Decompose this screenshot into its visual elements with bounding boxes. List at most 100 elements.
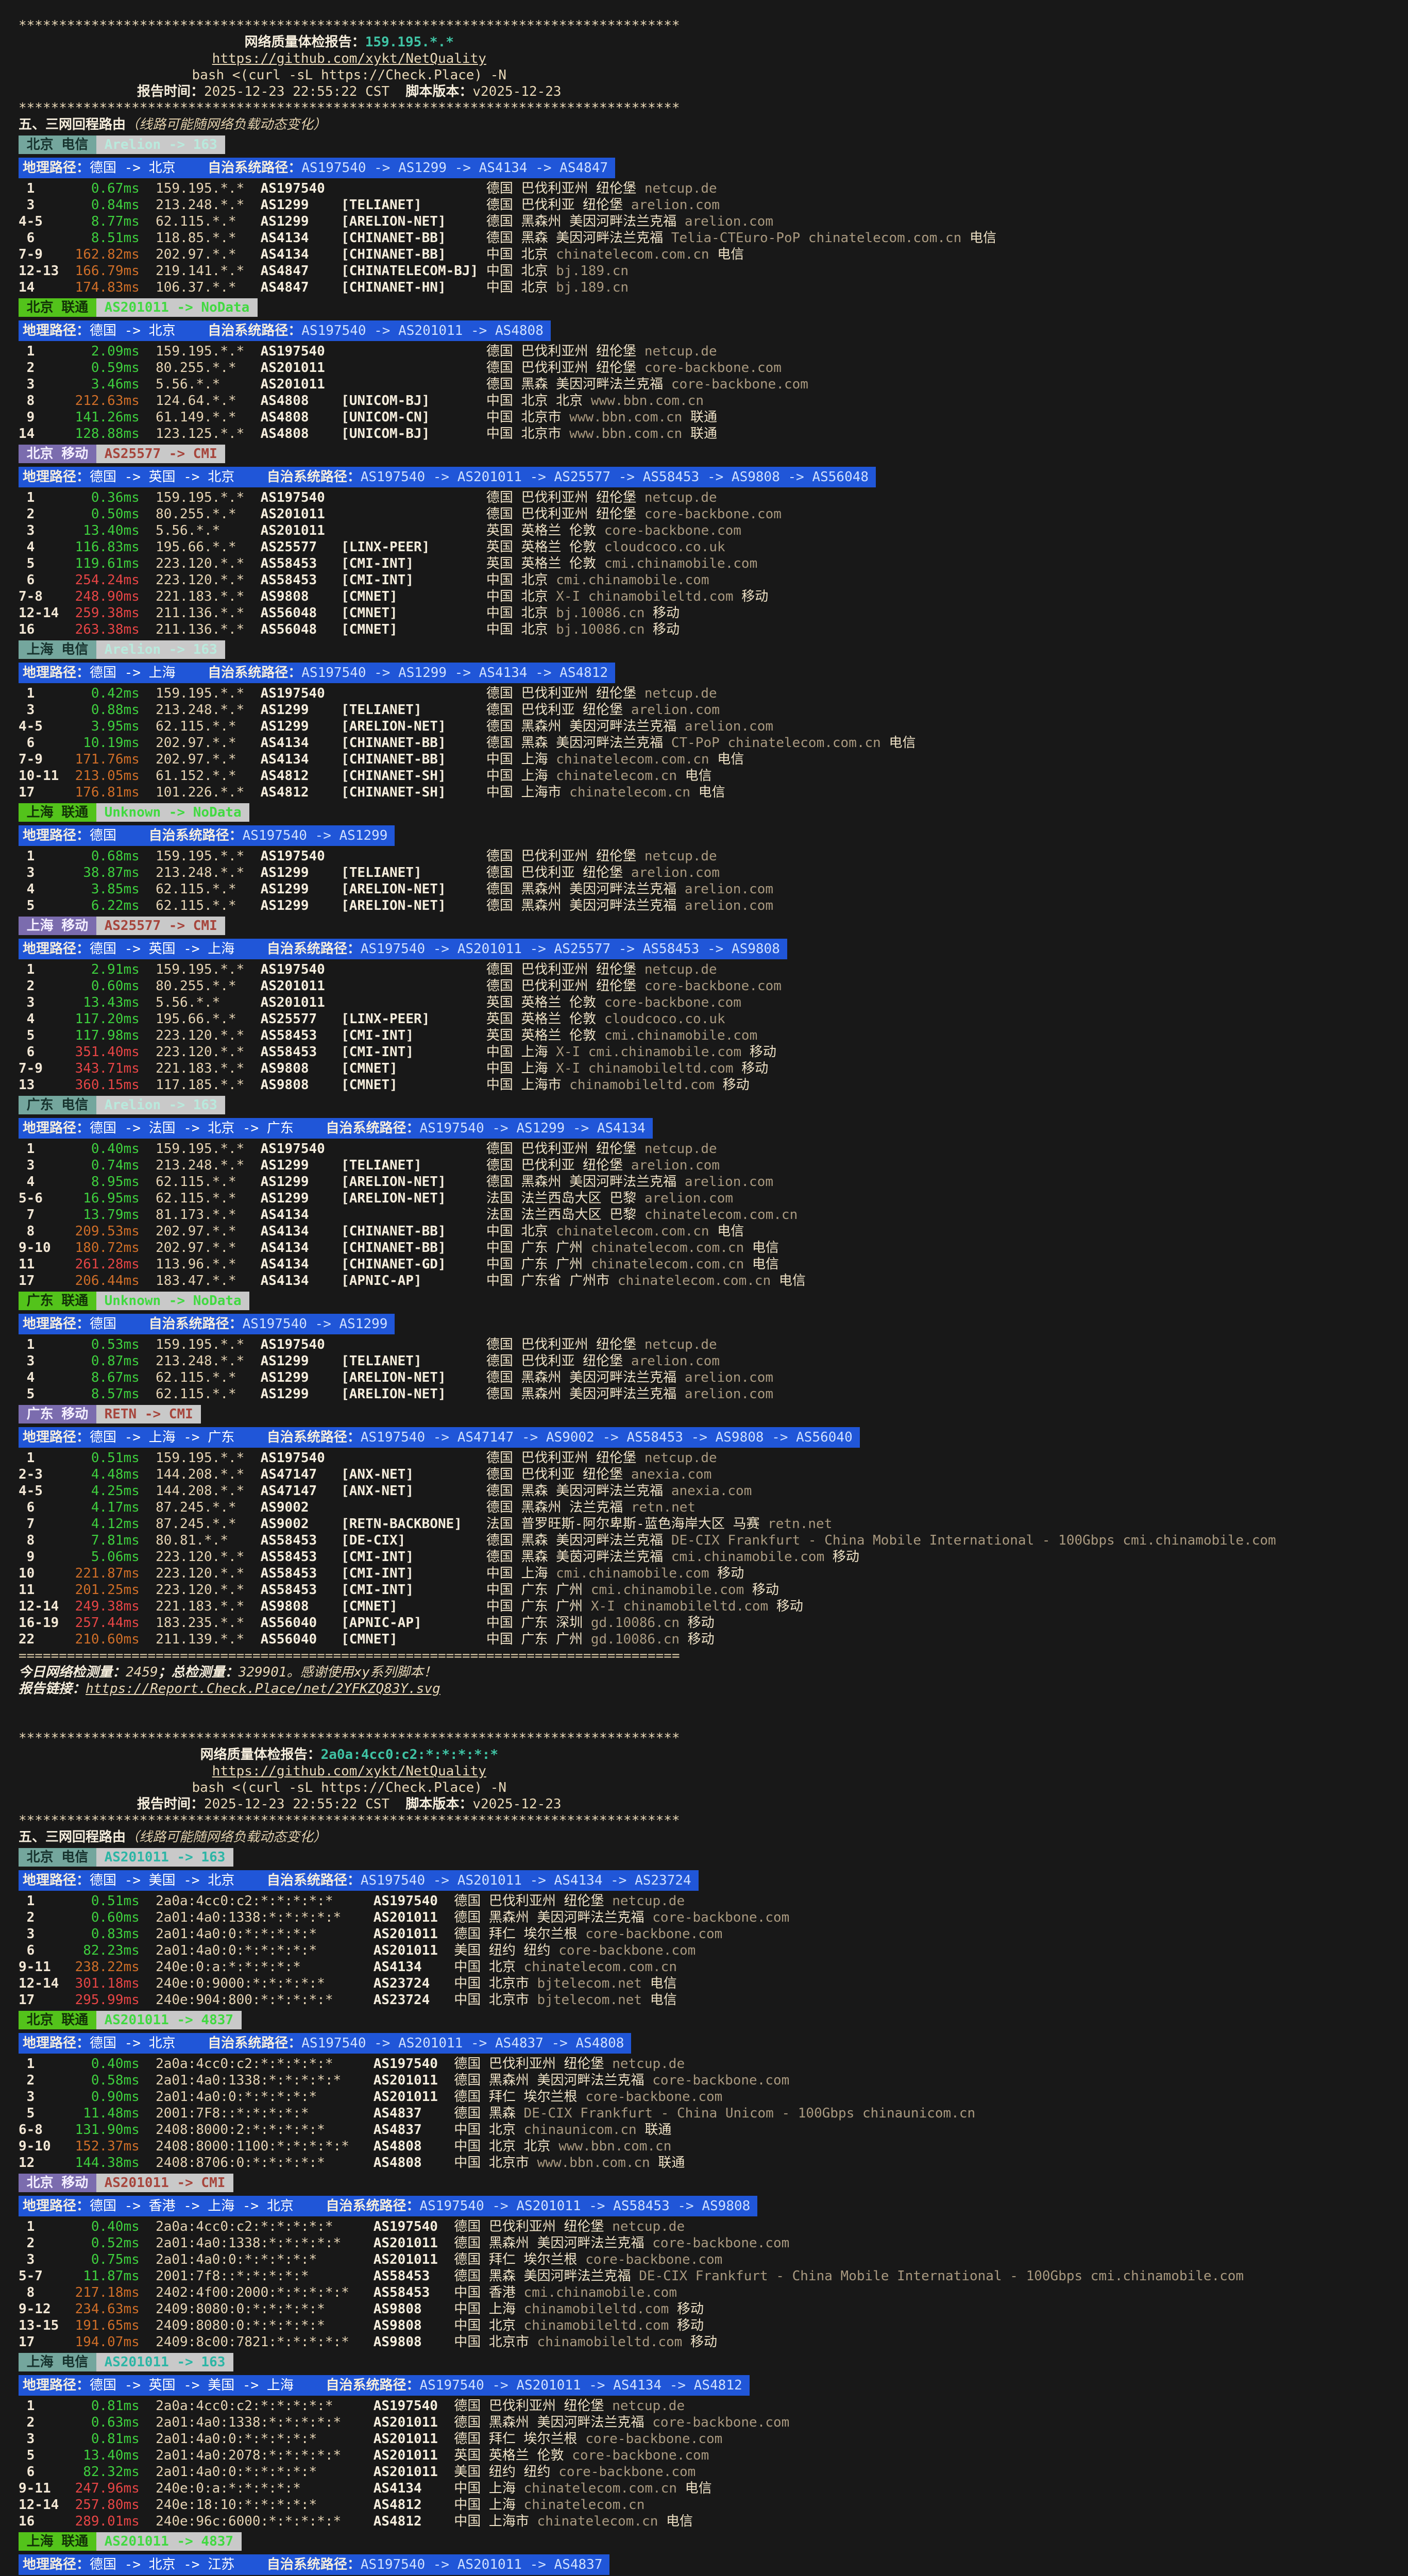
asn-number: AS25577 bbox=[260, 1011, 317, 1027]
hop-isp-name: 移动 bbox=[768, 1599, 803, 1614]
ip-address: 202.97.*.* bbox=[156, 1240, 236, 1256]
asn-number: AS4134 bbox=[260, 1273, 309, 1289]
hop-location: 中国 上海市 bbox=[486, 785, 562, 800]
latency-value: 0.36ms bbox=[91, 490, 140, 505]
as-path-label: 自治系统路径： bbox=[326, 1121, 420, 1136]
route-summary-chip: AS201011 -> 4837 bbox=[96, 2532, 242, 2551]
hop-location: 中国 北京市 bbox=[486, 426, 562, 442]
hop-row: 13-15 191.65ms 2409:8080:0:*:*:*:*:* AS9808… bbox=[19, 2317, 1408, 2334]
network-tag: [CMNET] bbox=[341, 589, 398, 604]
latency-value: 3.95ms bbox=[91, 719, 140, 734]
hop-row: 6 8.51ms 118.85.*.* AS4134 [CHINANET-BB] 德国 黑… bbox=[19, 230, 1408, 246]
latency-value: 5.06ms bbox=[91, 1549, 140, 1565]
ip-address: 202.97.*.* bbox=[156, 735, 236, 751]
asn-number: AS1299 bbox=[260, 719, 309, 734]
hop-number: 8 bbox=[19, 2285, 35, 2300]
latency-value: 0.87ms bbox=[91, 1353, 140, 1369]
hop-row: 1 0.51ms 2a0a:4cc0:c2:*:*:*:*:* AS197540 德国 … bbox=[19, 1893, 1408, 1909]
as-path-value: AS197540 -> AS201011 -> AS58453 -> AS980… bbox=[419, 2198, 751, 2214]
ip-address: 240e:0:9000:*:*:*:*:* bbox=[156, 1976, 325, 1991]
hop-row: 7-8 248.90ms 221.183.*.* AS9808 [CMNET] 中国 北京… bbox=[19, 588, 1408, 605]
hop-number: 8 bbox=[19, 1224, 35, 1239]
asn-number: AS58453 bbox=[260, 1582, 317, 1598]
github-link[interactable]: https://github.com/xykt/NetQuality bbox=[212, 1764, 486, 1779]
hop-row: 4 3.85ms 62.115.*.* AS1299 [ARELION-NET] 德国 黑… bbox=[19, 881, 1408, 897]
hop-number: 16-19 bbox=[19, 1615, 59, 1631]
hop-row: 1 0.40ms 2a0a:4cc0:c2:*:*:*:*:* AS197540 德国 … bbox=[19, 2056, 1408, 2072]
asn-number: AS4847 bbox=[260, 280, 309, 295]
latency-value: 117.20ms bbox=[75, 1011, 140, 1027]
route-summary-chip: AS201011 -> CMI bbox=[96, 2174, 234, 2192]
geo-path-label: 地理路径： bbox=[23, 1873, 90, 1888]
report-link-url[interactable]: https://Report.Check.Place/net/2YFKZQ83Y… bbox=[86, 1681, 440, 1697]
hop-location: 德国 黑森州 美因河畔法兰克福 bbox=[454, 2073, 644, 2088]
stats-total-label: ；总检测量： bbox=[158, 1665, 239, 1680]
asn-number: AS4808 bbox=[373, 2155, 422, 2171]
hop-provider: core-backbone.com bbox=[663, 377, 808, 392]
hop-number: 7-9 bbox=[19, 247, 43, 262]
as-path-label: 自治系统路径： bbox=[266, 469, 361, 485]
hop-row: 5-7 11.87ms 2001:7f8::*:*:*:*:* AS58453 德国 黑… bbox=[19, 2268, 1408, 2284]
as-path-value: AS197540 -> AS201011 -> AS25577 -> AS584… bbox=[360, 941, 780, 957]
hop-number: 1 bbox=[19, 962, 35, 977]
hop-provider: arelion.com bbox=[623, 865, 720, 880]
hop-number: 6 bbox=[19, 1500, 35, 1515]
asn-number: AS201011 bbox=[260, 377, 325, 392]
asn-number: AS1299 bbox=[260, 865, 309, 880]
ip-address: 159.195.*.* bbox=[156, 181, 245, 196]
latency-value: 3.46ms bbox=[91, 377, 140, 392]
asn-number: AS58453 bbox=[260, 1028, 317, 1043]
hop-provider: cmi.chinamobile.com bbox=[548, 1566, 709, 1581]
ip-address: 159.195.*.* bbox=[156, 962, 245, 977]
asn-number: AS201011 bbox=[373, 2431, 438, 2447]
hop-number: 4 bbox=[19, 882, 35, 897]
hop-provider: core-backbone.com bbox=[577, 2089, 723, 2105]
city-isp-chip: 广东 联通 bbox=[19, 1292, 96, 1310]
hop-isp-name: 移动 bbox=[741, 1044, 776, 1060]
hop-provider: arelion.com bbox=[676, 1370, 774, 1385]
city-isp-chip: 北京 联通 bbox=[19, 2011, 96, 2029]
ip-address: 223.120.*.* bbox=[156, 1028, 245, 1043]
hop-location: 中国 北京 bbox=[486, 247, 548, 262]
hop-number: 16 bbox=[19, 622, 35, 637]
hop-row: 3 13.43ms 5.56.*.* AS201011 英国 英格兰 伦敦 core-b… bbox=[19, 994, 1408, 1011]
asterisk-divider: ****************************************… bbox=[19, 18, 680, 33]
asterisk-divider: ****************************************… bbox=[19, 100, 680, 116]
hop-location: 德国 巴伐利亚州 纽伦堡 bbox=[486, 849, 637, 864]
script-version-value: v2025-12-23 bbox=[472, 1797, 562, 1812]
path-bar-line: 地理路径：德国 -> 英国 -> 北京 自治系统路径：AS197540 -> A… bbox=[19, 465, 1408, 489]
network-tag: [CMI-INT] bbox=[341, 1566, 414, 1581]
hop-location: 德国 巴伐利亚州 纽伦堡 bbox=[486, 490, 637, 505]
latency-value: 119.61ms bbox=[75, 556, 140, 571]
ip-address: 118.85.*.* bbox=[156, 230, 236, 246]
hop-location: 中国 上海市 bbox=[486, 1077, 562, 1093]
hop-provider: arelion.com bbox=[636, 1191, 734, 1206]
hop-location: 德国 黑森州 美因河畔法兰克福 bbox=[486, 1370, 677, 1385]
hop-number: 22 bbox=[19, 1632, 35, 1647]
hop-provider: netcup.de bbox=[636, 344, 717, 359]
route-summary-chip: Arelion -> 163 bbox=[96, 135, 226, 154]
hop-number: 9-11 bbox=[19, 2481, 51, 2496]
hop-provider: chinatelecom.com.cn bbox=[548, 247, 709, 262]
ip-address: 159.195.*.* bbox=[156, 490, 245, 505]
hop-number: 12-14 bbox=[19, 605, 59, 621]
network-tag: [APNIC-AP] bbox=[341, 1273, 422, 1289]
hop-isp-name: 移动 bbox=[682, 2334, 717, 2350]
hop-provider: gd.10086.cn bbox=[583, 1615, 680, 1631]
latency-value: 301.18ms bbox=[75, 1976, 140, 1991]
ip-address: 2408:8000:2:*:*:*:*:* bbox=[156, 2122, 325, 2138]
asn-number: AS25577 bbox=[260, 539, 317, 555]
ip-address: 213.248.*.* bbox=[156, 865, 245, 880]
hop-row: 9-11 247.96ms 240e:0:a:*:*:*:*:* AS4134 中国 上… bbox=[19, 2480, 1408, 2497]
ip-address: 159.195.*.* bbox=[156, 1141, 245, 1157]
asn-number: AS4134 bbox=[260, 247, 309, 262]
ip-address: 202.97.*.* bbox=[156, 752, 236, 767]
latency-value: 13.40ms bbox=[83, 523, 140, 538]
github-link[interactable]: https://github.com/xykt/NetQuality bbox=[212, 51, 486, 66]
hop-row: 16 263.38ms 211.136.*.* AS56048 [CMNET] 中国 北京… bbox=[19, 621, 1408, 638]
path-bar: 地理路径：德国 -> 英国 -> 美国 -> 上海 自治系统路径：AS19754… bbox=[19, 2375, 750, 2396]
asn-number: AS197540 bbox=[260, 849, 325, 864]
hop-row: 12-13 166.79ms 219.141.*.* AS4847 [CHINATELE… bbox=[19, 263, 1408, 279]
hop-row: 6 82.23ms 2a01:4a0:0:*:*:*:*:* AS201011 美国 纽… bbox=[19, 1942, 1408, 1959]
hop-number: 5 bbox=[19, 1386, 35, 1402]
